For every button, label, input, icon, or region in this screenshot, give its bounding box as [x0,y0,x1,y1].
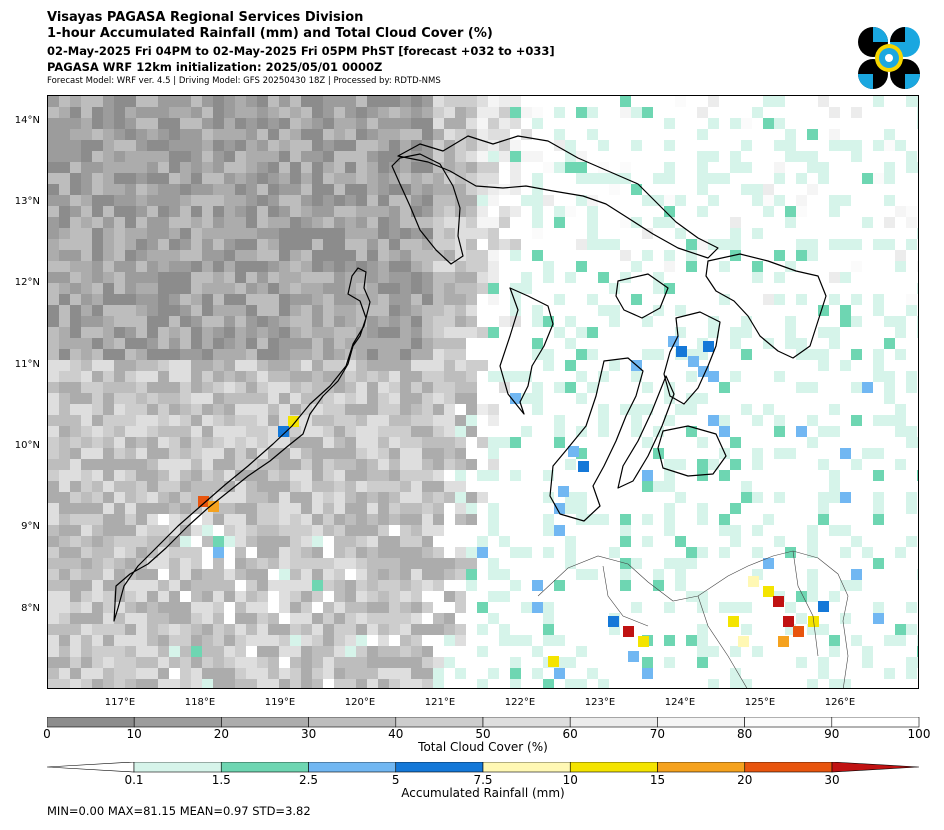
cloud-colorbar-segment [569,717,658,728]
rainfall-colorbar-segment [308,762,397,773]
lat-label: 10°N [14,440,40,451]
title-division: Visayas PAGASA Regional Services Divisio… [47,10,364,25]
coastline-cebu [617,375,675,489]
admin-boundaries-mindanao [537,550,849,688]
rainfall-colorbar-segment [744,762,833,773]
rainfall-colorbar-under [47,762,135,773]
rainfall-colorbar-tick: 5 [391,773,400,787]
pagasa-logo-icon [858,27,920,89]
lon-label: 118°E [184,697,216,708]
lon-label: 125°E [744,697,776,708]
coastlines [113,135,827,622]
title-initialization: PAGASA WRF 12km initialization: 2025/05/… [47,60,383,74]
rainfall-colorbar-tick: 30 [824,773,840,787]
cloud-colorbar-segment [831,717,920,728]
rainfall-colorbar-segment [657,762,746,773]
cloud-colorbar-tick: 70 [649,727,666,741]
coastline-bohol [657,425,727,477]
cloud-colorbar-tick: 90 [824,727,840,741]
cloud-colorbar-segment [47,717,135,728]
rainfall-colorbar-over [831,762,920,773]
map-canvas [48,96,918,688]
title-product: 1-hour Accumulated Rainfall (mm) and Tot… [47,26,493,41]
lat-label: 12°N [14,277,40,288]
cloud-colorbar-segment [308,717,397,728]
lon-label: 122°E [504,697,536,708]
rainfall-colorbar-tick: 10 [562,773,578,787]
cloud-colorbar-tick: 0 [43,727,51,741]
lat-label: 9°N [21,521,40,532]
coastline-samar [705,253,827,359]
cloud-colorbar-tick: 50 [475,727,491,741]
forecast-grid-cells [48,96,918,688]
cloud-colorbar-tick: 10 [126,727,142,741]
rainfall-colorbar-segment [220,762,309,773]
lon-label: 120°E [344,697,376,708]
cloud-colorbar-tick: 60 [562,727,578,741]
lon-label: 119°E [264,697,296,708]
rainfall-colorbar-tick: 2.5 [298,773,319,787]
lat-label: 11°N [14,359,40,370]
lon-label: 117°E [104,697,136,708]
cloud-colorbar [47,717,920,728]
cloud-colorbar-tick: 100 [907,727,931,741]
lat-label: 14°N [14,115,40,126]
cloud-colorbar-segment [657,717,745,728]
lon-label: 123°E [584,697,616,708]
rainfall-colorbar-segment [482,762,571,773]
rainfall-cloud-map [47,95,919,689]
rainfall-colorbar-segment [133,762,222,773]
rainfall-colorbar [47,762,920,773]
rainfall-colorbar-tick: 0.1 [124,773,144,787]
lon-label: 121°E [424,697,456,708]
cloud-colorbar-tick: 80 [736,727,753,741]
rainfall-colorbar-segment [569,762,658,773]
coastline-south-luzon [397,135,719,259]
coastline-palawan [113,267,371,622]
coastline-mindanao [537,550,849,688]
cloud-colorbar-segment [482,717,571,728]
cloud-colorbar-segment [395,717,484,728]
coastline-panay [499,287,554,415]
rainfall-colorbar-tick: 1.5 [211,773,231,787]
cloud-colorbar-segment [221,717,309,728]
lat-label: 8°N [21,603,40,614]
lon-label: 124°E [664,697,696,708]
cloud-colorbar-tick: 40 [388,727,404,741]
title-valid-time: 02-May-2025 Fri 04PM to 02-May-2025 Fri … [47,44,555,58]
cloud-colorbar-tick: 30 [300,727,317,741]
rainfall-colorbar-tick: 7.5 [473,773,493,787]
rainfall-colorbar-tick: 20 [737,773,753,787]
lat-label: 13°N [14,196,40,207]
cloud-colorbar-label: Total Cloud Cover (%) [418,740,548,754]
rainfall-colorbar-tick: 15 [649,773,666,787]
coastline-leyte [663,311,721,405]
cloud-colorbar-segment [744,717,833,728]
cloud-colorbar-tick: 20 [213,727,230,741]
coastline-negros [549,357,644,522]
rainfall-colorbar-label: Accumulated Rainfall (mm) [401,786,565,800]
stats-summary: MIN=0.00 MAX=81.15 MEAN=0.97 STD=3.82 [47,804,311,818]
coastline-masbate [615,273,669,319]
cloud-colorbar-segment [133,717,222,728]
title-model-info: Forecast Model: WRF ver. 4.5 | Driving M… [47,76,441,86]
rainfall-colorbar-segment [395,762,484,773]
lon-label: 126°E [824,697,856,708]
